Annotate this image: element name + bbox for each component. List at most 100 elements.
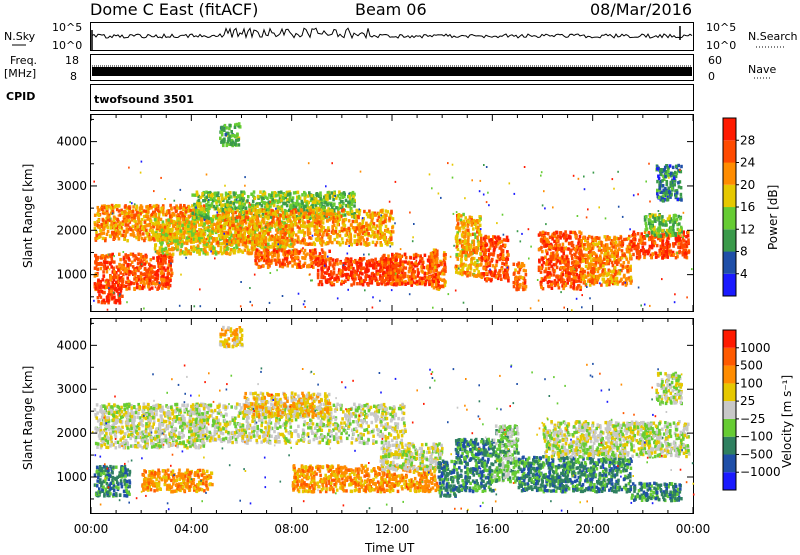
power-cell — [143, 266, 147, 271]
power-cell — [246, 248, 250, 252]
power-cell — [103, 301, 107, 305]
power-cell — [377, 212, 381, 216]
power-cell — [294, 238, 297, 243]
power-cell — [139, 252, 143, 257]
power-cell — [347, 219, 351, 223]
power-cell — [255, 218, 259, 223]
power-cell — [160, 206, 163, 211]
power-cell — [269, 208, 273, 212]
power-cell — [259, 208, 262, 212]
power-cell — [125, 206, 129, 210]
power-cell — [262, 209, 266, 213]
power-cell — [181, 217, 185, 221]
power-cell — [103, 290, 106, 295]
power-cell — [202, 232, 205, 236]
power-cell — [352, 199, 355, 203]
power-cell — [224, 194, 228, 198]
power-cell — [136, 215, 140, 219]
power-cell — [255, 202, 258, 207]
power-cell — [500, 249, 504, 254]
power-cell — [228, 225, 231, 230]
power-cell — [302, 205, 306, 209]
power-cell — [281, 235, 284, 239]
power-cell — [177, 242, 180, 247]
power-cell — [315, 208, 319, 212]
power-cell — [285, 242, 288, 247]
power-cell — [290, 206, 293, 210]
power-cell — [151, 222, 154, 226]
power-cell — [99, 279, 102, 284]
power-cell — [170, 273, 173, 277]
power-cell — [209, 193, 212, 198]
power-cell — [253, 244, 256, 249]
power-cell — [116, 204, 120, 208]
power-cell — [223, 230, 227, 234]
power-cell — [325, 233, 329, 237]
power-cell — [196, 201, 199, 205]
power-cell — [136, 231, 140, 236]
power-cell — [181, 223, 184, 228]
power-cell — [327, 234, 331, 239]
power-cell — [279, 194, 283, 198]
power-cell — [268, 203, 271, 208]
power-cell — [311, 203, 314, 208]
power-cell — [342, 202, 345, 206]
nave-tick-top: 60 — [708, 54, 722, 67]
power-cell — [470, 260, 473, 264]
power-cell — [297, 263, 300, 267]
power-cell — [147, 285, 150, 289]
power-cell — [389, 271, 393, 275]
power-cell — [114, 300, 118, 305]
power-cell — [135, 277, 138, 281]
power-cell — [158, 265, 162, 269]
power-cell — [179, 248, 183, 253]
power-cell — [348, 196, 352, 200]
power-cell — [166, 234, 170, 238]
power-cell — [327, 191, 330, 195]
power-cell — [374, 257, 377, 261]
power-cell — [260, 255, 264, 260]
power-cell — [366, 260, 369, 264]
power-cell — [328, 249, 331, 253]
power-cell — [143, 262, 147, 266]
power-cell — [229, 251, 232, 255]
power-cell — [344, 233, 347, 237]
power-cell — [406, 274, 410, 278]
power-cell — [117, 266, 121, 270]
power-cell — [127, 272, 131, 277]
power-cell — [341, 213, 345, 217]
power-cell — [197, 204, 201, 209]
power-cell — [282, 228, 285, 232]
power-cell — [328, 273, 331, 277]
power-cell — [223, 222, 226, 226]
power-cell — [429, 269, 433, 274]
power-cell — [467, 220, 471, 224]
power-cell — [202, 247, 206, 251]
power-cell — [157, 210, 161, 215]
power-cell — [238, 212, 241, 217]
power-cell — [176, 247, 179, 251]
power-cell — [98, 285, 102, 290]
power-cell — [399, 254, 402, 259]
power-cell — [427, 255, 431, 259]
power-cell — [161, 251, 165, 255]
power-cell — [293, 210, 296, 214]
power-cell — [300, 199, 304, 204]
power-cell — [117, 295, 121, 300]
power-cell — [208, 229, 211, 233]
power-cell — [456, 247, 460, 252]
power-cell — [226, 247, 229, 251]
power-cell — [115, 207, 119, 212]
power-cell — [100, 289, 104, 294]
power-cell — [404, 266, 408, 270]
power-cell — [420, 265, 423, 269]
power-cell — [301, 238, 304, 243]
power-cell — [211, 199, 215, 203]
power-cell — [310, 242, 314, 246]
power-cell — [230, 233, 234, 237]
power-cell — [93, 274, 97, 278]
power-cell — [267, 246, 270, 251]
power-cell — [243, 233, 246, 237]
power-cell — [371, 225, 375, 229]
power-cell — [263, 252, 267, 256]
